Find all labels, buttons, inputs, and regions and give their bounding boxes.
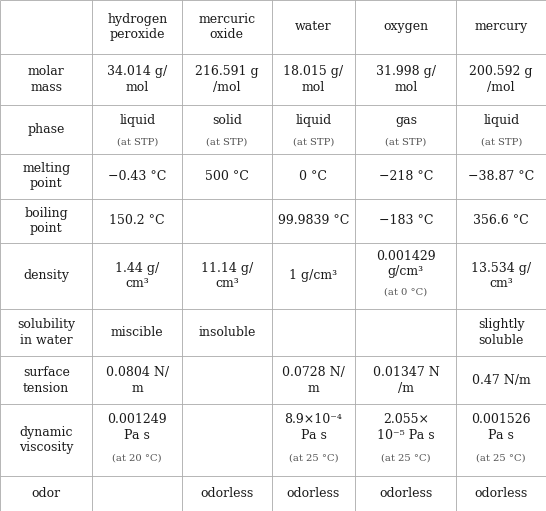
Text: 0.0728 N/
m: 0.0728 N/ m <box>282 366 345 394</box>
Text: 1.44 g/
cm³: 1.44 g/ cm³ <box>115 262 159 290</box>
Text: 8.9×10⁻⁴
Pa s: 8.9×10⁻⁴ Pa s <box>284 413 342 442</box>
Text: (at STP): (at STP) <box>385 137 426 146</box>
Text: −38.87 °C: −38.87 °C <box>468 170 535 183</box>
Text: odor: odor <box>32 487 61 500</box>
Text: odorless: odorless <box>287 487 340 500</box>
Text: mercury: mercury <box>474 20 528 33</box>
Text: molar
mass: molar mass <box>28 65 64 94</box>
Text: insoluble: insoluble <box>198 326 256 339</box>
Text: (at STP): (at STP) <box>293 137 334 146</box>
Text: 99.9839 °C: 99.9839 °C <box>278 214 349 227</box>
Text: liquid: liquid <box>119 114 156 127</box>
Text: 1 g/cm³: 1 g/cm³ <box>289 269 337 282</box>
Text: −218 °C: −218 °C <box>379 170 433 183</box>
Text: phase: phase <box>27 123 65 136</box>
Text: 356.6 °C: 356.6 °C <box>473 214 529 227</box>
Text: gas: gas <box>395 114 417 127</box>
Text: 0.001249
Pa s: 0.001249 Pa s <box>108 413 167 442</box>
Text: 0.0804 N/
m: 0.0804 N/ m <box>106 366 169 394</box>
Text: density: density <box>23 269 69 282</box>
Text: oxygen: oxygen <box>383 20 429 33</box>
Text: (at 0 °C): (at 0 °C) <box>384 288 428 297</box>
Text: 0.001429
g/cm³: 0.001429 g/cm³ <box>376 250 436 278</box>
Text: surface
tension: surface tension <box>23 366 70 394</box>
Text: (at 25 °C): (at 25 °C) <box>477 454 526 463</box>
Text: 0 °C: 0 °C <box>299 170 328 183</box>
Text: slightly
soluble: slightly soluble <box>478 318 525 347</box>
Text: odorless: odorless <box>379 487 432 500</box>
Text: (at 25 °C): (at 25 °C) <box>381 454 431 463</box>
Text: 13.534 g/
cm³: 13.534 g/ cm³ <box>471 262 531 290</box>
Text: −0.43 °C: −0.43 °C <box>108 170 167 183</box>
Text: (at STP): (at STP) <box>116 137 158 146</box>
Text: liquid: liquid <box>483 114 519 127</box>
Text: dynamic
viscosity: dynamic viscosity <box>19 426 74 454</box>
Text: (at 20 °C): (at 20 °C) <box>112 454 162 463</box>
Text: 2.055×
10⁻⁵ Pa s: 2.055× 10⁻⁵ Pa s <box>377 413 435 442</box>
Text: 200.592 g
/mol: 200.592 g /mol <box>470 65 533 94</box>
Text: −183 °C: −183 °C <box>378 214 433 227</box>
Text: boiling
point: boiling point <box>25 206 68 235</box>
Text: melting
point: melting point <box>22 162 70 191</box>
Text: 216.591 g
/mol: 216.591 g /mol <box>195 65 259 94</box>
Text: (at STP): (at STP) <box>480 137 522 146</box>
Text: 0.01347 N
/m: 0.01347 N /m <box>372 366 440 394</box>
Text: 150.2 °C: 150.2 °C <box>109 214 165 227</box>
Text: 500 °C: 500 °C <box>205 170 249 183</box>
Text: 11.14 g/
cm³: 11.14 g/ cm³ <box>200 262 253 290</box>
Text: liquid: liquid <box>295 114 331 127</box>
Text: solid: solid <box>212 114 242 127</box>
Text: (at 25 °C): (at 25 °C) <box>289 454 339 463</box>
Text: odorless: odorless <box>200 487 253 500</box>
Text: 18.015 g/
mol: 18.015 g/ mol <box>283 65 343 94</box>
Text: 34.014 g/
mol: 34.014 g/ mol <box>107 65 167 94</box>
Text: solubility
in water: solubility in water <box>17 318 75 347</box>
Text: 31.998 g/
mol: 31.998 g/ mol <box>376 65 436 94</box>
Text: water: water <box>295 20 332 33</box>
Text: odorless: odorless <box>474 487 528 500</box>
Text: (at STP): (at STP) <box>206 137 247 146</box>
Text: mercuric
oxide: mercuric oxide <box>198 13 256 41</box>
Text: miscible: miscible <box>111 326 164 339</box>
Text: hydrogen
peroxide: hydrogen peroxide <box>107 13 167 41</box>
Text: 0.001526
Pa s: 0.001526 Pa s <box>471 413 531 442</box>
Text: 0.47 N/m: 0.47 N/m <box>472 374 531 387</box>
